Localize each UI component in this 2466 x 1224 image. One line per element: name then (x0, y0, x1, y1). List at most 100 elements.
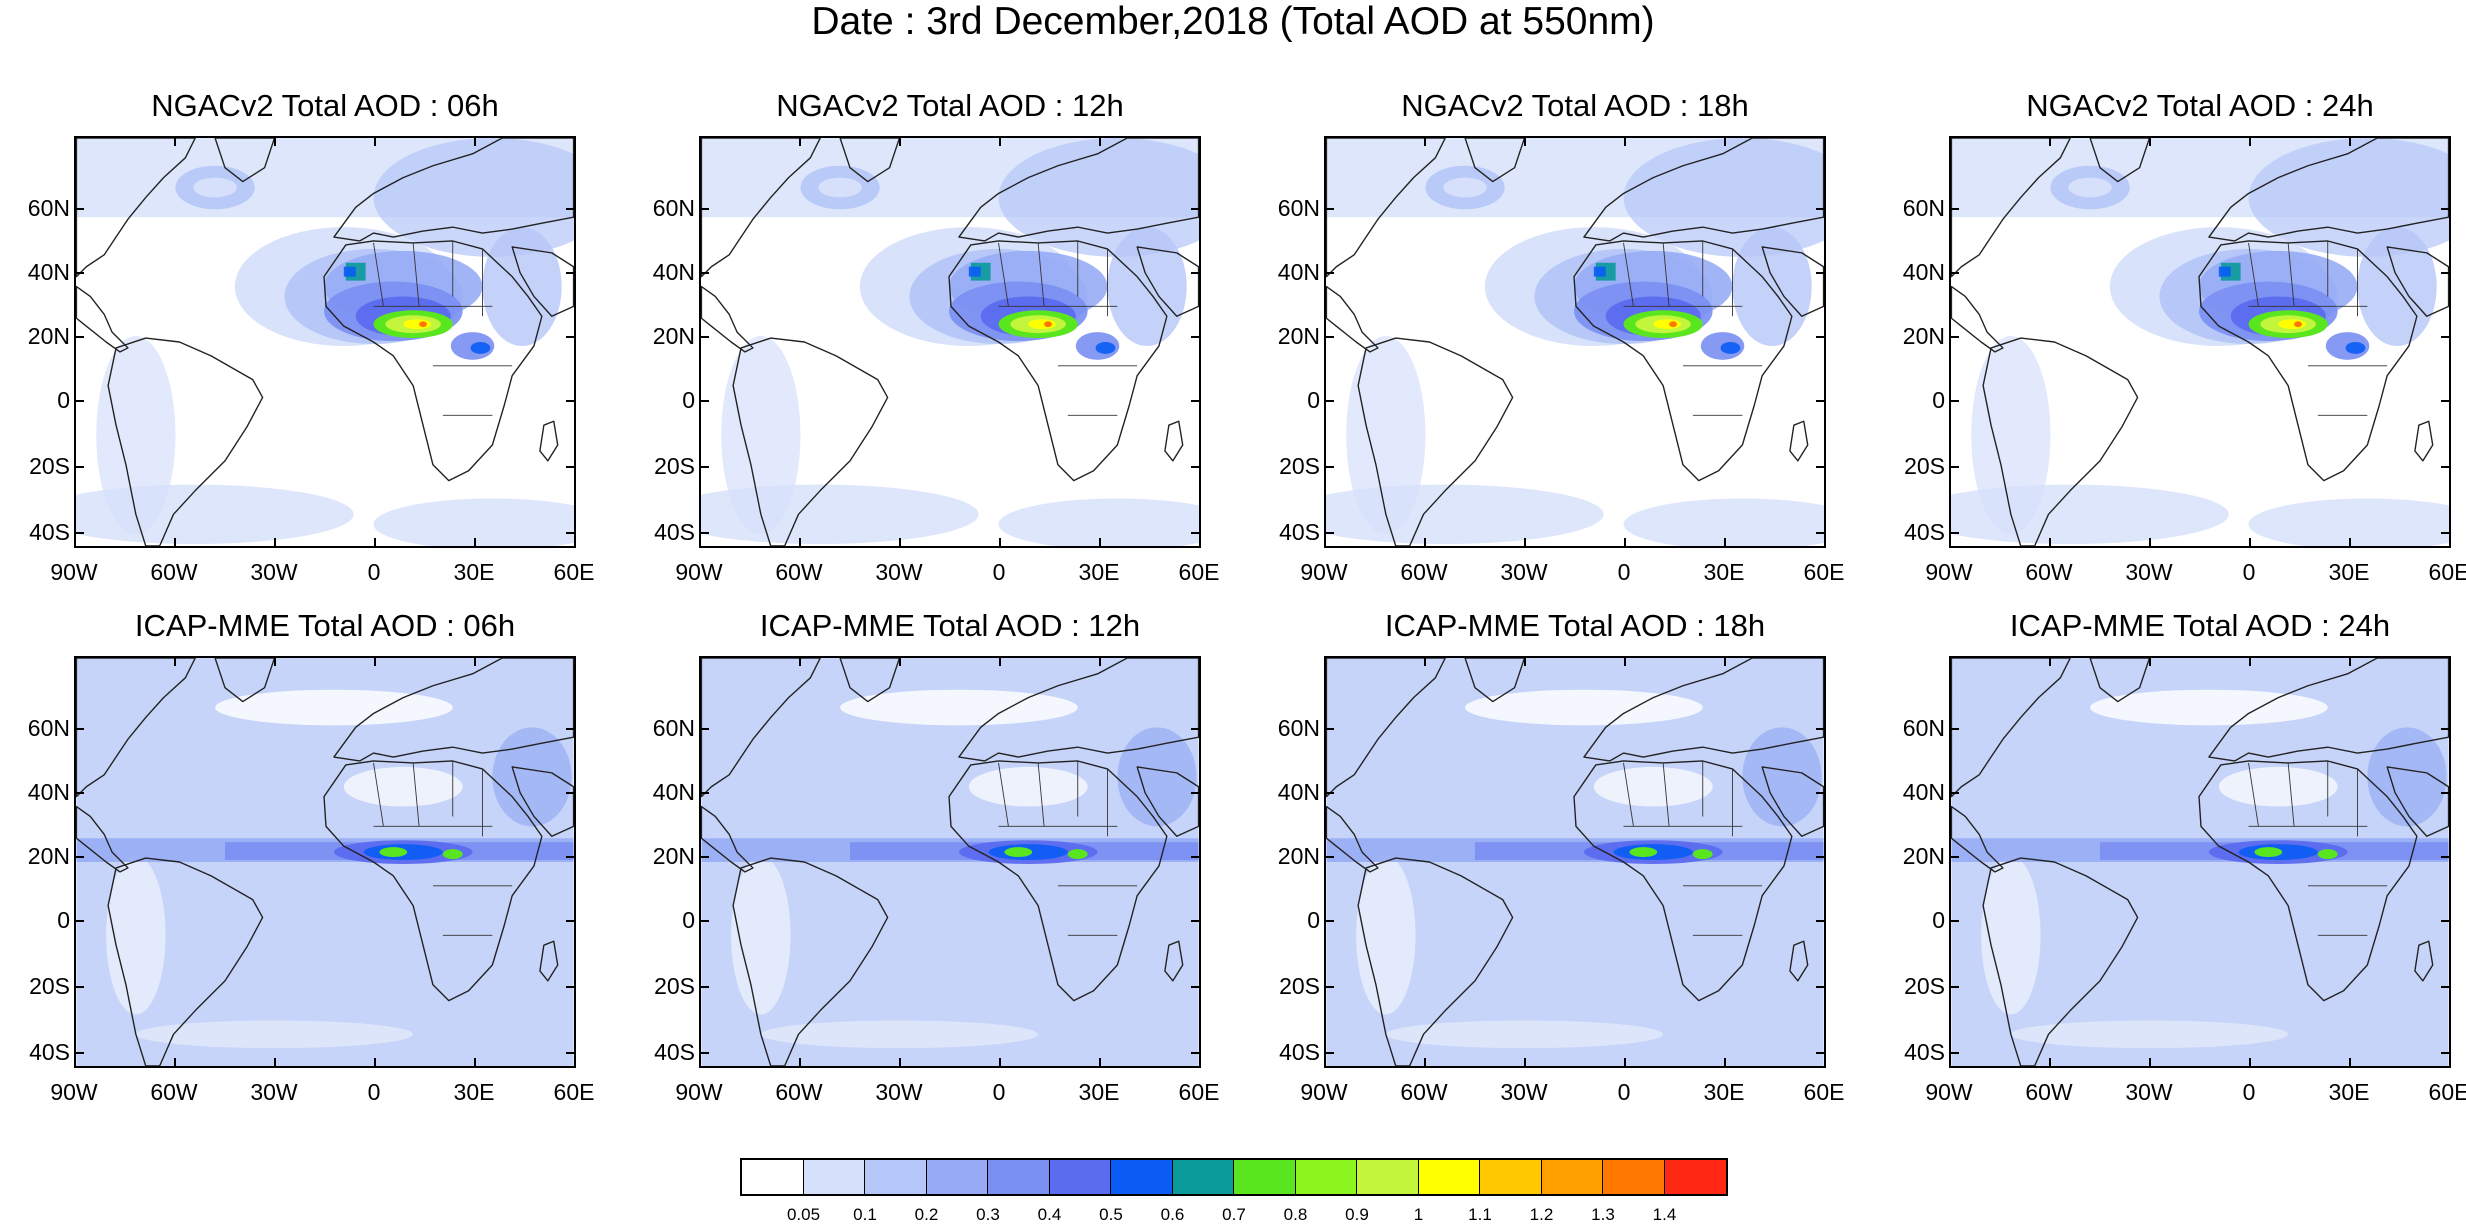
lat-tick (74, 400, 84, 402)
lat-tick (1191, 920, 1201, 922)
lat-label: 20S (1904, 973, 1945, 999)
lon-label: 30W (250, 1079, 298, 1105)
colorbar-swatch (1357, 1160, 1419, 1194)
lon-tick (1199, 538, 1201, 548)
lon-tick (1824, 136, 1826, 146)
lat-tick (1949, 792, 1959, 794)
lat-tick (74, 728, 84, 730)
lon-label: 30W (2125, 559, 2173, 585)
lon-label: 30E (453, 1079, 495, 1105)
lon-tick (274, 136, 276, 146)
lon-label: 60W (1400, 559, 1448, 585)
map-panel: ICAP-MME Total AOD : 18h 60N 40N 20N 0 20S 40S… (1256, 606, 1894, 1166)
lon-tick (699, 538, 701, 548)
lat-tick (2441, 1052, 2451, 1054)
lat-tick (2441, 792, 2451, 794)
panel-title: NGACv2 Total AOD : 24h (2026, 88, 2374, 123)
lon-tick (1424, 656, 1426, 666)
lat-label: 20S (29, 973, 70, 999)
lat-tick (1949, 1052, 1959, 1054)
lon-label: 30W (2125, 1079, 2173, 1105)
lon-tick (174, 656, 176, 666)
lat-label: 60N (27, 715, 70, 741)
lat-tick (699, 1052, 709, 1054)
lon-label: 60E (2428, 1079, 2466, 1105)
lat-tick (566, 986, 576, 988)
lat-label: 60N (27, 195, 70, 221)
lon-tick (1424, 136, 1426, 146)
colorbar-swatch (1480, 1160, 1542, 1194)
lat-label: 60N (652, 715, 695, 741)
lon-tick (2449, 656, 2451, 666)
lon-tick (999, 1058, 1001, 1068)
lat-tick (699, 336, 709, 338)
panel-title: ICAP-MME Total AOD : 12h (759, 608, 1141, 643)
aod-map (699, 136, 1201, 548)
colorbar-swatch (1664, 1160, 1726, 1194)
lon-tick (1724, 1058, 1726, 1068)
lat-tick (1949, 272, 1959, 274)
lat-label: 40S (1904, 1039, 1945, 1065)
lat-tick (2441, 400, 2451, 402)
colorbar-label: 0.7 (1222, 1205, 1246, 1224)
lat-label: 40N (1902, 779, 1945, 805)
lon-label: 90W (1300, 559, 1348, 585)
lat-tick (566, 466, 576, 468)
lon-label: 90W (1925, 1079, 1973, 1105)
panel-title: ICAP-MME Total AOD : 06h (134, 608, 516, 643)
map-panel: NGACv2 Total AOD : 24h 60N 40N 20N 0 20S 40S 90… (1881, 86, 2466, 646)
lon-tick (699, 656, 701, 666)
lon-tick (74, 538, 76, 548)
map-panel: ICAP-MME Total AOD : 06h 60N 40N 20N 0 20S 40S… (6, 606, 644, 1166)
lon-tick (1199, 136, 1201, 146)
lon-tick (799, 538, 801, 548)
lat-tick (74, 208, 84, 210)
map-panel: NGACv2 Total AOD : 12h 60N 40N 20N 0 20S 40S 90… (631, 86, 1269, 646)
lon-tick (1099, 538, 1101, 548)
lat-tick (1816, 728, 1826, 730)
colorbar-label: 0.5 (1099, 1205, 1123, 1224)
lat-tick (566, 272, 576, 274)
lat-tick (1949, 400, 1959, 402)
colorbar-label: 1.1 (1468, 1205, 1492, 1224)
lon-label: 60W (1400, 1079, 1448, 1105)
lat-tick (566, 792, 576, 794)
lat-tick (74, 532, 84, 534)
colorbar-label: 1.4 (1652, 1205, 1677, 1224)
lon-label: 0 (2242, 559, 2256, 585)
aod-map (1324, 656, 1826, 1068)
lat-tick (1324, 792, 1334, 794)
lon-tick (2149, 656, 2151, 666)
lon-tick (1949, 1058, 1951, 1068)
lat-tick (1191, 336, 1201, 338)
colorbar-label: 0.3 (976, 1205, 1000, 1224)
lat-tick (2441, 336, 2451, 338)
lon-label: 0 (367, 1079, 381, 1105)
lon-tick (574, 1058, 576, 1068)
lat-label: 60N (1902, 195, 1945, 221)
colorbar-swatch (1603, 1160, 1665, 1194)
lon-tick (1949, 136, 1951, 146)
lon-tick (1099, 656, 1101, 666)
lat-label: 20N (27, 843, 70, 869)
lon-label: 90W (1925, 559, 1973, 585)
lat-tick (1324, 466, 1334, 468)
lat-label: 40S (29, 1039, 70, 1065)
lat-label: 40N (27, 259, 70, 285)
lat-label: 20N (1902, 323, 1945, 349)
lon-tick (2349, 538, 2351, 548)
lon-label: 30E (2328, 1079, 2370, 1105)
lat-tick (566, 532, 576, 534)
aod-map (1949, 656, 2451, 1068)
lat-tick (1191, 400, 1201, 402)
lat-tick (1191, 272, 1201, 274)
lat-label: 60N (1277, 715, 1320, 741)
colorbar-swatch (1111, 1160, 1173, 1194)
colorbar-swatch (1295, 1160, 1357, 1194)
lon-tick (999, 136, 1001, 146)
lat-tick (1816, 1052, 1826, 1054)
colorbar-swatch (803, 1160, 865, 1194)
lat-tick (1324, 208, 1334, 210)
lat-label: 20S (1904, 453, 1945, 479)
lat-tick (2441, 272, 2451, 274)
